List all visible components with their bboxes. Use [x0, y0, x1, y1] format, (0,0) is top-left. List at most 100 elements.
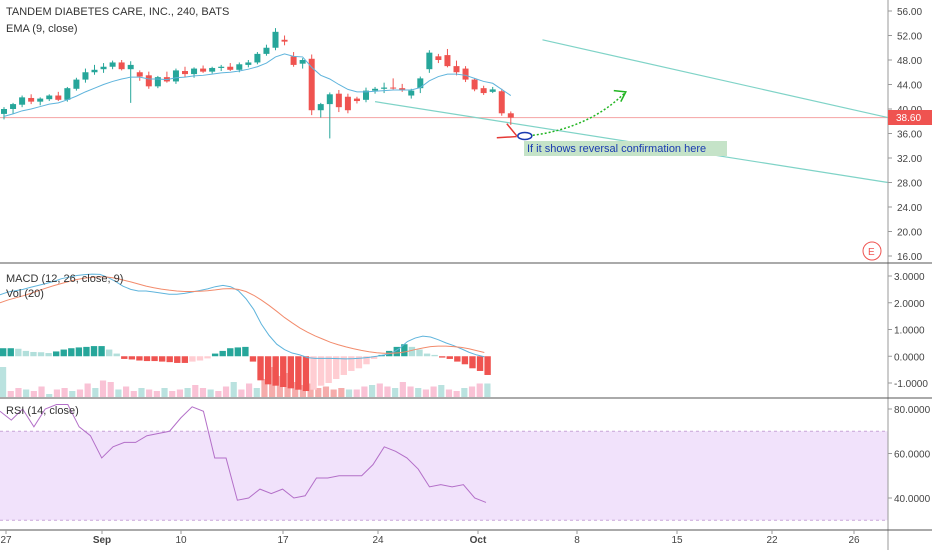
- trendline-1[interactable]: [542, 39, 889, 119]
- candle-body: [417, 78, 424, 89]
- time-tick-label: 26: [848, 535, 860, 546]
- volume-bar: [307, 383, 314, 397]
- candle[interactable]: [363, 87, 369, 103]
- candle[interactable]: [172, 68, 179, 84]
- candle-body: [353, 98, 360, 102]
- volume-bar: [222, 386, 230, 397]
- macd-pane[interactable]: [0, 273, 491, 397]
- volume-bar: [161, 388, 168, 397]
- candle[interactable]: [308, 54, 315, 116]
- volume-bar: [76, 389, 84, 397]
- candle[interactable]: [290, 52, 297, 67]
- candle[interactable]: [462, 66, 469, 83]
- candle[interactable]: [453, 60, 460, 76]
- candle[interactable]: [272, 28, 279, 51]
- candle[interactable]: [1, 107, 7, 120]
- candle-body: [109, 62, 116, 67]
- candle[interactable]: [426, 50, 433, 73]
- candle[interactable]: [154, 75, 161, 89]
- candle[interactable]: [335, 90, 342, 113]
- candle[interactable]: [73, 77, 80, 91]
- macd-histogram-bar: [431, 354, 438, 357]
- volume-bar: [99, 380, 107, 397]
- candle[interactable]: [218, 64, 225, 72]
- rsi-pane[interactable]: [0, 404, 888, 521]
- candle[interactable]: [37, 97, 44, 106]
- volume-bar: [438, 385, 445, 397]
- candle[interactable]: [399, 83, 406, 92]
- candle[interactable]: [326, 92, 333, 139]
- candle[interactable]: [299, 58, 306, 69]
- candle[interactable]: [82, 68, 89, 83]
- candle[interactable]: [245, 60, 252, 68]
- macd-histogram-bar: [166, 356, 173, 363]
- candle[interactable]: [91, 64, 98, 75]
- candle[interactable]: [444, 48, 451, 68]
- candle[interactable]: [109, 60, 116, 70]
- candle-body: [444, 55, 451, 67]
- candle[interactable]: [227, 63, 234, 72]
- macd-histogram-bar: [476, 356, 484, 371]
- volume-bar: [369, 385, 376, 397]
- candle[interactable]: [127, 61, 134, 103]
- price-tick-label: 28.00: [897, 179, 922, 190]
- earnings-icon[interactable]: E: [862, 241, 882, 261]
- candle[interactable]: [209, 66, 216, 74]
- candle-body: [172, 70, 179, 82]
- candle[interactable]: [10, 102, 17, 114]
- candle[interactable]: [136, 70, 143, 81]
- candle[interactable]: [353, 96, 360, 104]
- candle[interactable]: [317, 102, 324, 118]
- candle[interactable]: [498, 88, 505, 116]
- time-tick-label: 27: [0, 535, 12, 546]
- candle-body: [462, 68, 469, 80]
- candle[interactable]: [507, 111, 514, 125]
- candle[interactable]: [200, 65, 207, 73]
- volume-bar: [361, 386, 368, 397]
- volume-bar: [107, 382, 114, 397]
- candle[interactable]: [46, 94, 53, 102]
- volume-bar: [230, 382, 237, 397]
- macd-histogram-bar: [461, 356, 469, 365]
- candle-body: [317, 104, 324, 111]
- candle[interactable]: [19, 95, 26, 108]
- candle-body: [507, 113, 514, 118]
- candle[interactable]: [118, 60, 125, 71]
- candle[interactable]: [263, 44, 270, 56]
- candle[interactable]: [281, 35, 288, 46]
- candle[interactable]: [489, 86, 496, 94]
- candle[interactable]: [372, 86, 379, 94]
- volume-bar: [476, 383, 483, 397]
- candle[interactable]: [381, 82, 388, 94]
- volume-bar: [146, 389, 153, 397]
- candle-body: [55, 95, 62, 100]
- candle[interactable]: [390, 78, 397, 90]
- volume-bar: [453, 391, 460, 397]
- candle[interactable]: [55, 91, 62, 102]
- macd-histogram-bar: [45, 353, 52, 357]
- macd-histogram-bar: [128, 356, 136, 360]
- rsi-tick-label: 60.0000: [894, 450, 931, 461]
- candle[interactable]: [145, 71, 152, 89]
- macd-histogram-bar: [340, 356, 347, 375]
- candle[interactable]: [64, 86, 71, 102]
- candle[interactable]: [344, 93, 351, 114]
- volume-bar: [215, 391, 222, 397]
- candle[interactable]: [417, 76, 424, 94]
- candle[interactable]: [28, 94, 35, 105]
- candle[interactable]: [435, 53, 442, 64]
- candle[interactable]: [182, 66, 188, 78]
- candle[interactable]: [471, 78, 478, 92]
- volume-bar: [315, 388, 322, 397]
- volume-bar: [407, 386, 414, 397]
- candle[interactable]: [480, 85, 487, 95]
- rsi-label: RSI (14, close): [6, 405, 79, 417]
- macd-tick-label: 1.0000: [894, 326, 925, 337]
- volume-bar: [276, 376, 283, 397]
- candle[interactable]: [254, 52, 261, 65]
- macd-histogram-bar: [196, 356, 204, 361]
- candle[interactable]: [100, 63, 107, 73]
- candle-body: [489, 89, 496, 92]
- price-tick-label: 44.00: [897, 81, 922, 92]
